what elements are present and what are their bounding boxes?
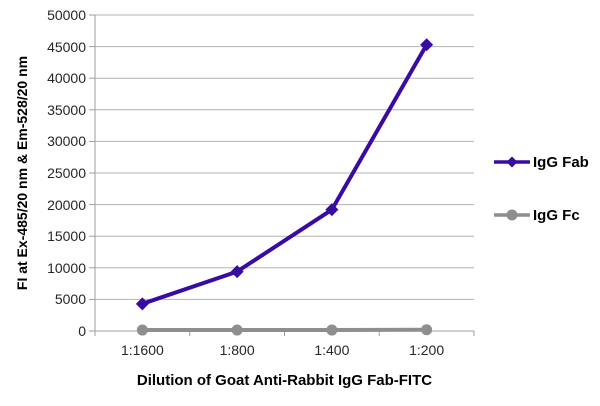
legend: IgG Fab IgG Fc	[493, 152, 589, 225]
legend-circle-swatch-icon	[494, 209, 530, 221]
data-point-diamond-igg-fab	[230, 265, 244, 279]
y-tick-label: 50000	[47, 7, 86, 23]
x-tick-label: 1:800	[219, 342, 255, 358]
data-point-circle-igg-fc	[231, 324, 243, 336]
y-tick-label: 30000	[47, 133, 86, 150]
x-tick-label: 1:200	[409, 342, 445, 358]
x-axis-title: Dilution of Goat Anti-Rabbit IgG Fab-FIT…	[136, 372, 433, 389]
data-point-circle-igg-fc	[421, 324, 433, 336]
series-line-igg-fab	[140, 42, 429, 306]
legend-label-igg-fab: IgG Fab	[533, 153, 589, 171]
y-tick-label: 15000	[47, 228, 86, 245]
y-tick-label: 35000	[47, 101, 86, 118]
y-tick-label: 20000	[47, 196, 86, 213]
x-tick-label: 1:400	[314, 342, 350, 358]
legend-diamond-swatch-icon	[494, 156, 530, 168]
data-point-diamond-igg-fab	[325, 203, 339, 217]
y-tick-label: 0	[78, 323, 86, 339]
y-tick-label: 25000	[47, 165, 86, 181]
x-tick-label: 1:1600	[120, 342, 164, 358]
y-tick-label: 40000	[47, 70, 86, 87]
legend-entry-igg-fc: IgG Fc	[493, 205, 589, 225]
data-point-diamond-igg-fab	[420, 38, 434, 52]
legend-label-igg-fc: IgG Fc	[533, 206, 580, 224]
data-point-circle-igg-fc	[136, 324, 148, 336]
legend-entry-igg-fab: IgG Fab	[493, 152, 589, 172]
y-tick-label: 5000	[54, 291, 86, 308]
data-point-diamond-igg-fab	[135, 297, 149, 311]
y-tick-label: 10000	[47, 259, 86, 276]
y-tick-label: 45000	[47, 38, 86, 55]
data-point-circle-igg-fc	[326, 324, 338, 336]
